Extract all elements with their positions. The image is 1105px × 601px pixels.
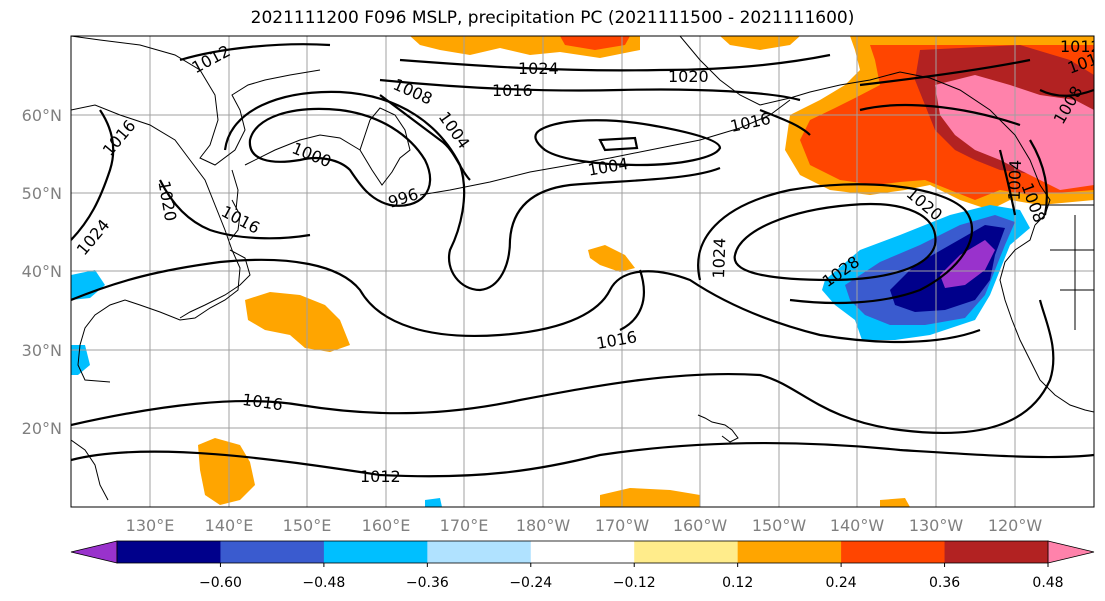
isobar-label: 1020: [668, 67, 709, 86]
colorbar-tick-label: 0.12: [722, 575, 753, 591]
precip-fill-north-red: [560, 36, 630, 50]
colorbar-tick-label: −0.24: [509, 575, 552, 591]
colorbar: −0.60 −0.48 −0.36 −0.24 −0.12 0.12 0.24 0.36 0.4…: [70, 540, 1095, 591]
precip-fill-left-blue2: [71, 345, 90, 375]
precip-fill-north-orange2: [720, 36, 800, 50]
precip-fill-california-purple: [940, 240, 995, 288]
isobar-label: 1016: [492, 81, 533, 100]
lon-label: 140°E: [205, 516, 254, 535]
colorbar-segment: [427, 541, 532, 563]
lat-label-20n: 20°N: [22, 419, 62, 438]
isobar-label: 1012: [360, 467, 401, 486]
colorbar-tick-label: 0.36: [929, 575, 960, 591]
colorbar-extend-low: [70, 540, 118, 564]
colorbar-segment: [323, 541, 428, 563]
lon-label: 120°W: [988, 516, 1043, 535]
lon-label: 130°E: [126, 516, 175, 535]
isobar-label: 1004: [1005, 159, 1025, 200]
colorbar-segment: [530, 541, 635, 563]
precip-fill-japan-south: [245, 292, 350, 352]
graticule: [71, 36, 1094, 507]
lon-label: 170°W: [595, 516, 650, 535]
lon-label: 160°W: [673, 516, 728, 535]
colorbar-extend-high: [1047, 540, 1095, 564]
latitude-labels: 60°N 50°N 40°N 30°N 20°N: [22, 106, 62, 438]
lat-label-30n: 30°N: [22, 341, 62, 360]
plot-frame: [70, 35, 1095, 508]
lon-label: 130°W: [909, 516, 964, 535]
precip-fill-layer: [71, 36, 1094, 507]
lon-label: 170°E: [440, 516, 489, 535]
lat-label-50n: 50°N: [22, 184, 62, 203]
colorbar-tick-label: −0.48: [302, 575, 345, 591]
lat-label-60n: 60°N: [22, 106, 62, 125]
lon-label: 150°E: [283, 516, 332, 535]
longitude-labels: 130°E 140°E 150°E 160°E 170°E 180°W 170°…: [126, 516, 1043, 535]
colorbar-tick-label: −0.60: [199, 575, 242, 591]
isobar-label: 1024: [709, 237, 729, 278]
colorbar-segment: [220, 541, 325, 563]
colorbar-segment: [944, 541, 1049, 563]
lon-label: 180°W: [516, 516, 571, 535]
lon-label: 150°W: [752, 516, 807, 535]
precip-fill-bottom-2: [880, 498, 910, 507]
isobar-label: 1012: [1060, 37, 1101, 56]
colorbar-tick-label: 0.24: [826, 575, 857, 591]
isobars: [71, 43, 1094, 478]
colorbar-segment: [117, 541, 221, 563]
colorbar-tick-label: 0.48: [1032, 575, 1063, 591]
precip-fill-small-blue: [425, 498, 442, 507]
colorbar-tick-label: −0.12: [613, 575, 656, 591]
colorbar-segment: [634, 541, 739, 563]
precip-fill-left-blue: [71, 270, 105, 300]
lat-label-40n: 40°N: [22, 262, 62, 281]
colorbar-segment: [841, 541, 946, 563]
precip-fill-midpacific: [588, 245, 635, 272]
colorbar-segment: [737, 541, 842, 563]
lon-label: 140°W: [830, 516, 885, 535]
precip-fill-bottom: [600, 488, 700, 507]
colorbar-tick-label: −0.36: [406, 575, 449, 591]
lon-label: 160°E: [362, 516, 411, 535]
map-title: 2021111200 F096 MSLP, precipitation PC (…: [250, 8, 855, 28]
isobar-label: 1024: [518, 59, 559, 78]
